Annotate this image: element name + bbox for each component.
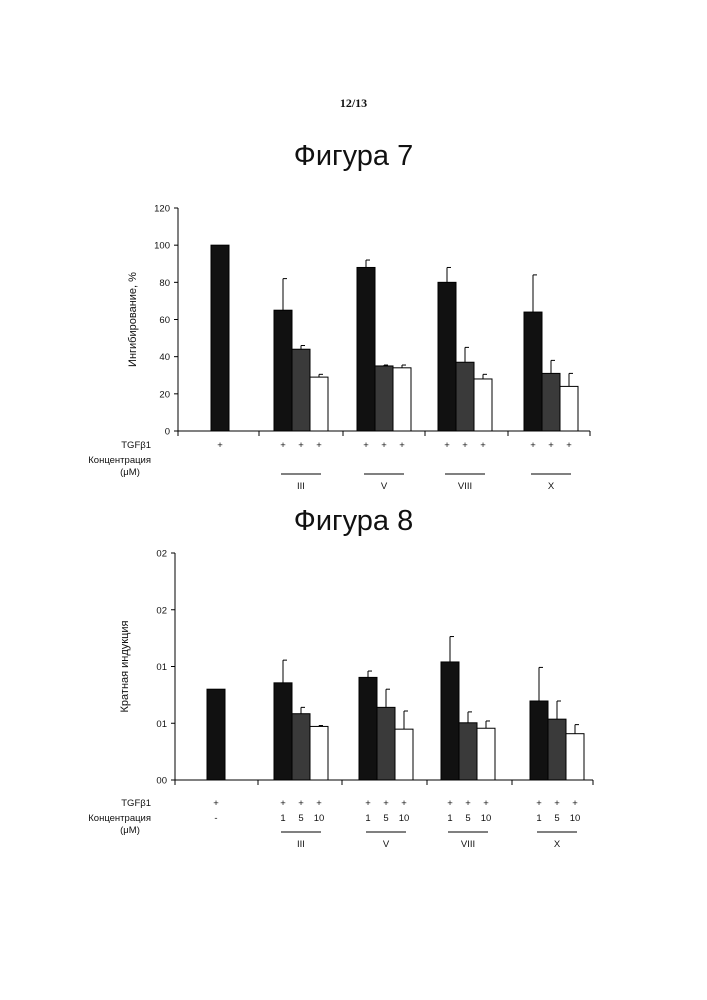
fig8-bar-viii-3: [477, 728, 495, 780]
fig8-conc-value: 10: [481, 813, 492, 824]
fig8-y-tick-label: 02: [156, 549, 167, 560]
fig7-y-tick-label: 20: [159, 389, 170, 400]
fig8-conc-value: 5: [554, 813, 559, 824]
fig7-bar-control: [211, 245, 229, 431]
fig8-conc-value: 5: [465, 813, 470, 824]
fig8-concentration-unit: (μM): [120, 825, 140, 836]
fig7-y-tick-label: 100: [154, 241, 170, 252]
fig8-bar-iii-1: [274, 683, 292, 780]
fig7-bar-x-2: [542, 373, 560, 431]
fig8-bar-viii-1: [441, 662, 459, 780]
fig8-y-axis-label: Кратная индукция: [119, 620, 131, 712]
fig8-group-label: III: [297, 839, 305, 850]
fig8-conc-value: 10: [399, 813, 410, 824]
fig8-bar-x-3: [566, 734, 584, 780]
fig8-tgf-mark: +: [365, 798, 371, 809]
fig7-tgf-mark: +: [530, 440, 536, 451]
fig8-conc-value: 1: [447, 813, 452, 824]
fig8-tgf-mark: +: [280, 798, 286, 809]
fig7-tgf-mark: +: [280, 440, 286, 451]
fig8-y-tick-label: 00: [156, 776, 167, 787]
fig8-tgf-mark: +: [401, 798, 407, 809]
fig7-tgf-mark: +: [548, 440, 554, 451]
page-number: 12/13: [0, 96, 707, 111]
fig8-tgf-label: TGFβ1: [121, 798, 151, 809]
figure-7-title: Фигура 7: [0, 140, 707, 173]
fig8-y-tick-label: 01: [156, 719, 167, 730]
fig7-tgf-label: TGFβ1: [121, 440, 151, 451]
figure-8-title: Фигура 8: [0, 505, 707, 538]
figure-8-bar-chart: 00 01 01 02 02 Кратная индукция + - +1 +5 +10 III +1…: [0, 540, 707, 860]
fig8-conc-value: 1: [536, 813, 541, 824]
fig7-bar-x-3: [560, 386, 578, 431]
fig8-y-tick-label: 01: [156, 662, 167, 673]
fig8-conc-value: 5: [298, 813, 303, 824]
fig7-tgf-mark: +: [444, 440, 450, 451]
fig7-y-tick-label: 120: [154, 204, 170, 215]
fig8-concentration-label: Концентрация: [88, 813, 151, 824]
fig7-bar-v-2: [375, 366, 393, 431]
fig7-bar-iii-1: [274, 310, 292, 431]
fig8-conc-value: 5: [383, 813, 388, 824]
fig8-conc-value: 1: [280, 813, 285, 824]
fig8-tgf-mark: +: [536, 798, 542, 809]
fig8-tgf-mark: +: [554, 798, 560, 809]
fig7-tgf-mark: +: [480, 440, 486, 451]
fig7-bar-x-1: [524, 312, 542, 431]
fig8-bar-iii-2: [292, 714, 310, 780]
fig7-bar-v-1: [357, 267, 375, 431]
fig7-bar-iii-2: [292, 349, 310, 431]
fig7-bar-viii-1: [438, 282, 456, 431]
fig7-group-label: VIII: [458, 481, 472, 492]
fig8-conc-value: 10: [314, 813, 325, 824]
fig7-y-tick-label: 60: [159, 315, 170, 326]
fig8-bar-viii-2: [459, 723, 477, 780]
fig7-y-tick-label: 80: [159, 278, 170, 289]
fig8-bar-x-1: [530, 701, 548, 780]
fig8-y-tick-label: 02: [156, 605, 167, 616]
fig7-tgf-mark: +: [316, 440, 322, 451]
fig8-group-label: V: [383, 839, 390, 850]
fig8-bar-v-2: [377, 707, 395, 780]
fig8-group-label: VIII: [461, 839, 475, 850]
fig7-tgf-mark: +: [217, 440, 223, 451]
fig7-bar-v-3: [393, 368, 411, 431]
fig8-tgf-mark: +: [316, 798, 322, 809]
fig8-bar-control: [207, 689, 225, 780]
fig8-bar-x-2: [548, 719, 566, 780]
fig8-bar-v-1: [359, 677, 377, 780]
fig8-conc-value: 10: [570, 813, 581, 824]
fig8-tgf-mark: +: [213, 798, 219, 809]
fig7-concentration-label: Концентрация: [88, 455, 151, 466]
fig8-bar-iii-3: [310, 726, 328, 780]
fig8-group-label: X: [554, 839, 561, 850]
fig8-tgf-mark: +: [465, 798, 471, 809]
fig8-conc-mark: -: [214, 813, 217, 824]
fig7-concentration-unit: (μM): [120, 467, 140, 478]
fig7-tgf-mark: +: [566, 440, 572, 451]
fig7-group-label: X: [548, 481, 555, 492]
fig7-y-axis-label: Ингибирование, %: [127, 272, 139, 367]
fig7-tgf-mark: +: [462, 440, 468, 451]
fig8-tgf-mark: +: [572, 798, 578, 809]
fig7-bar-viii-2: [456, 362, 474, 431]
fig7-bar-viii-3: [474, 379, 492, 431]
fig7-tgf-mark: +: [381, 440, 387, 451]
fig7-bar-iii-3: [310, 377, 328, 431]
fig8-conc-value: 1: [365, 813, 370, 824]
fig7-group-label: III: [297, 481, 305, 492]
fig8-tgf-mark: +: [483, 798, 489, 809]
fig8-bar-v-3: [395, 729, 413, 780]
fig7-tgf-mark: +: [298, 440, 304, 451]
fig7-y-tick-label: 0: [165, 427, 170, 438]
fig8-tgf-mark: +: [447, 798, 453, 809]
fig7-group-label: V: [381, 481, 388, 492]
fig7-tgf-mark: +: [363, 440, 369, 451]
fig7-y-tick-label: 40: [159, 352, 170, 363]
fig8-tgf-mark: +: [298, 798, 304, 809]
fig8-tgf-mark: +: [383, 798, 389, 809]
figure-7-bar-chart: 0 20 40 60 80 100 120 Ингибирование, % + + + + III + +…: [0, 195, 707, 500]
fig7-tgf-mark: +: [399, 440, 405, 451]
